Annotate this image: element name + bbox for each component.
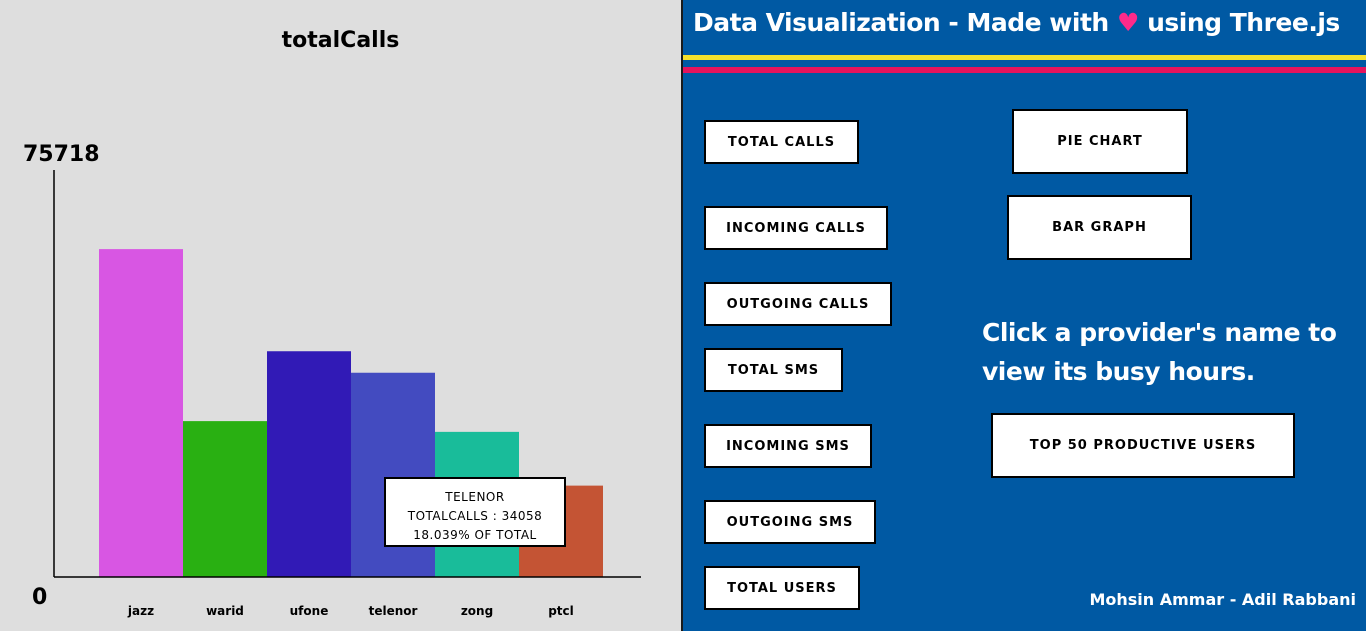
bar-tooltip: TELENOR TOTALCALLS : 34058 18.039% OF TO…: [384, 477, 566, 547]
tick-label-telenor[interactable]: telenor: [369, 604, 418, 618]
tooltip-value: TOTALCALLS : 34058: [407, 509, 543, 523]
bar-graph-button[interactable]: Bar Graph: [1007, 195, 1192, 260]
total-calls-button[interactable]: Total Calls: [704, 120, 859, 164]
outgoing-calls-button[interactable]: Outgoing Calls: [704, 282, 892, 326]
heart-icon: ♥: [1116, 8, 1139, 37]
credits: Mohsin Ammar - Adil Rabbani: [1089, 590, 1356, 609]
tooltip-percent: 18.039% OF TOTAL: [413, 528, 537, 542]
header-title: Data Visualization - Made with ♥ using T…: [693, 8, 1340, 37]
tick-label-ptcl[interactable]: ptcl: [548, 604, 574, 618]
header-stripe-yellow: [683, 55, 1366, 60]
tick-label-zong[interactable]: zong: [461, 604, 493, 618]
pie-chart-button[interactable]: Pie Chart: [1012, 109, 1188, 174]
tick-label-jazz[interactable]: jazz: [127, 604, 154, 618]
outgoing-sms-button[interactable]: Outgoing SMS: [704, 500, 876, 544]
chart-title: totalCalls: [281, 28, 400, 53]
instruction-text: Click a provider's name to view its busy…: [982, 318, 1337, 386]
bar-chart: 75718 0 jazz warid ufone telenor zong ptcl: [23, 142, 641, 618]
total-users-button[interactable]: Total Users: [704, 566, 860, 610]
header-title-end: using Three.js: [1147, 8, 1340, 37]
header-stripe-pink: [683, 67, 1366, 73]
tick-label-ufone[interactable]: ufone: [290, 604, 329, 618]
incoming-sms-button[interactable]: Incoming SMS: [704, 424, 872, 468]
control-panel: Data Visualization - Made with ♥ using T…: [683, 0, 1366, 631]
total-sms-button[interactable]: Total SMS: [704, 348, 843, 392]
tooltip-provider: TELENOR: [445, 490, 505, 504]
panel-divider: [681, 0, 683, 631]
x-tick-labels: jazz warid ufone telenor zong ptcl: [127, 604, 574, 618]
y-min-label: 0: [32, 585, 47, 610]
header-title-start: Data Visualization - Made with: [693, 8, 1109, 37]
bar-jazz[interactable]: [99, 249, 183, 577]
incoming-calls-button[interactable]: Incoming Calls: [704, 206, 888, 250]
tick-label-warid[interactable]: warid: [206, 604, 244, 618]
top-users-button[interactable]: Top 50 Productive Users: [991, 413, 1295, 478]
chart-panel: totalCalls 75718 0 jazz warid ufone telenor…: [0, 0, 681, 631]
bar-warid[interactable]: [183, 421, 267, 577]
bar-ufone[interactable]: [267, 351, 351, 577]
y-max-label: 75718: [23, 142, 100, 167]
